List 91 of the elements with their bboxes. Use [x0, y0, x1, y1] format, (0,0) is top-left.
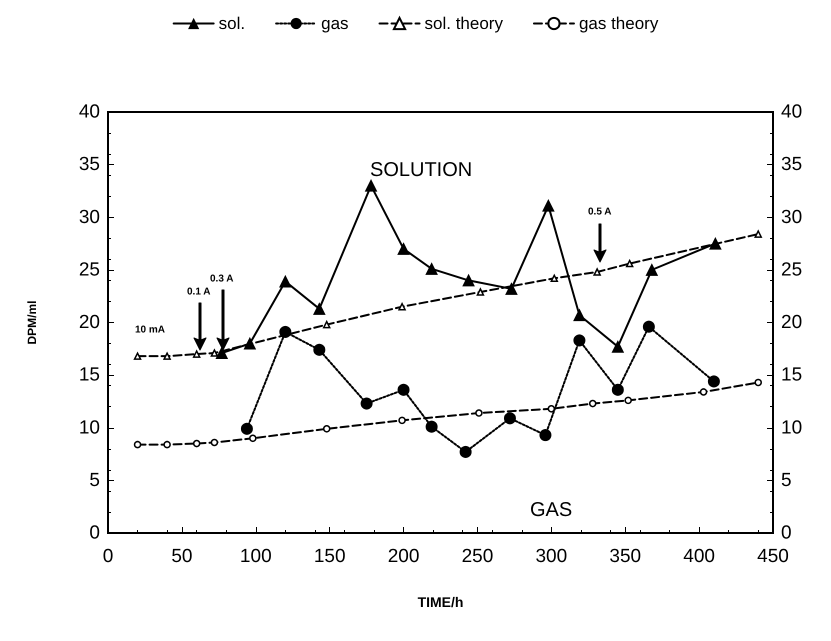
point	[313, 302, 326, 315]
point	[476, 288, 484, 296]
y-tick-label: 30	[78, 206, 100, 228]
point	[460, 446, 472, 458]
point	[134, 352, 142, 360]
point	[626, 260, 634, 268]
y2-tick-label: 35	[781, 154, 802, 176]
x-tick-label: 200	[388, 546, 420, 567]
point	[700, 388, 708, 396]
point	[593, 268, 601, 276]
point	[249, 434, 257, 442]
point	[210, 349, 218, 357]
point	[192, 440, 200, 448]
y-tick-label: 20	[78, 312, 100, 333]
y2-tick-label: 10	[781, 417, 802, 438]
point	[754, 378, 762, 386]
point	[708, 375, 720, 388]
point	[365, 180, 378, 192]
point	[398, 242, 410, 255]
x-tick-label: 150	[314, 546, 346, 567]
x-tick-label: 100	[240, 546, 272, 567]
point	[539, 429, 552, 442]
x-axis-title: TIME/h	[418, 594, 464, 610]
annotation: 0.1 A	[187, 286, 211, 298]
point	[588, 400, 596, 408]
point	[624, 396, 632, 404]
y-tick-label: 5	[89, 470, 100, 491]
point	[134, 440, 142, 448]
y2-tick-label: 40	[781, 102, 802, 122]
point	[279, 326, 292, 338]
point	[398, 416, 406, 424]
annotation: GAS	[530, 499, 572, 521]
y-tick-label: 25	[78, 259, 100, 280]
point	[240, 422, 253, 435]
point	[642, 320, 655, 333]
y-tick-label: 0	[89, 522, 100, 544]
y2-tick-label: 0	[781, 522, 792, 544]
point	[475, 409, 483, 417]
point	[646, 264, 658, 276]
x-tick-label: 450	[757, 546, 789, 567]
point	[505, 282, 518, 295]
x-tick-label: 350	[609, 546, 642, 567]
point	[313, 344, 326, 356]
point	[612, 340, 624, 353]
legend-label: sol. theory	[424, 14, 504, 33]
x-tick-label: 0	[102, 546, 114, 567]
point	[279, 275, 292, 288]
x-tick-label: 400	[683, 546, 715, 567]
x-tick-label: 300	[535, 546, 568, 567]
point	[216, 347, 228, 360]
y2-tick-label: 20	[781, 312, 802, 333]
y-tick-label: 35	[78, 154, 100, 176]
annotation: SOLUTION	[370, 159, 472, 181]
point	[550, 274, 558, 282]
point	[426, 420, 438, 433]
legend-label: sol.	[218, 14, 246, 33]
x-tick-label: 50	[171, 546, 192, 567]
y-tick-label: 10	[78, 417, 100, 438]
y2-tick-label: 5	[781, 470, 792, 491]
point	[398, 302, 406, 310]
legend-label: gas theory	[578, 14, 659, 33]
y2-tick-label: 15	[781, 364, 802, 386]
point	[612, 384, 624, 396]
point	[163, 352, 171, 360]
point	[573, 334, 586, 346]
annotation: 10 mA	[135, 324, 166, 336]
point	[709, 238, 722, 250]
point	[573, 309, 586, 322]
point	[542, 200, 554, 212]
point	[462, 274, 475, 286]
y2-tick-label: 30	[781, 206, 802, 228]
y2-tick-label: 25	[781, 259, 802, 280]
y-axis-title: DPM/ml	[25, 300, 39, 345]
legend-label: gas	[321, 14, 349, 33]
y-tick-label: 40	[78, 102, 100, 122]
point	[210, 438, 218, 446]
point	[360, 398, 373, 410]
point	[192, 350, 200, 358]
x-tick-label: 250	[462, 546, 494, 567]
point	[548, 405, 556, 413]
point	[754, 230, 762, 238]
point	[322, 320, 330, 328]
point	[504, 412, 516, 424]
point	[398, 384, 410, 396]
annotation: 0.3 A	[210, 274, 234, 284]
point	[244, 338, 256, 350]
annotation: 0.5 A	[588, 206, 612, 218]
y-tick-label: 15	[78, 364, 100, 386]
point	[426, 262, 438, 275]
point	[322, 425, 330, 433]
point	[163, 440, 171, 448]
